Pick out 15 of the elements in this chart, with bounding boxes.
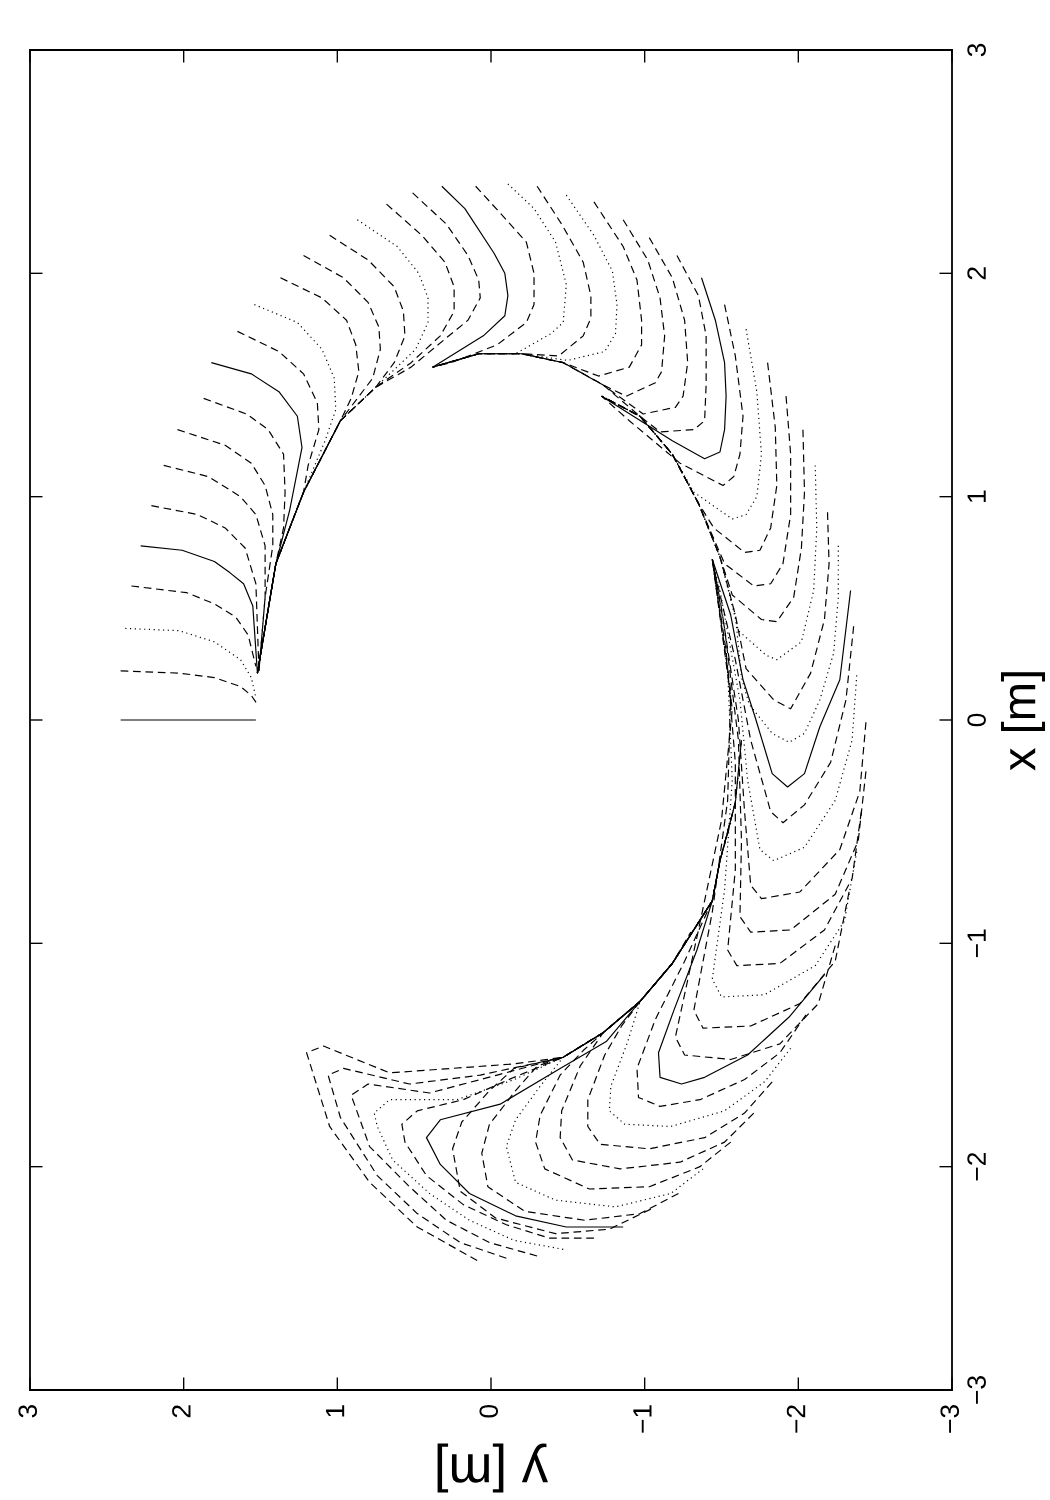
y-axis-title: x [m] (1000, 672, 1046, 771)
y-tick-label: 3 (967, 43, 986, 57)
x-axis-title: y [m] (437, 1443, 549, 1493)
x-tick-label: 1 (326, 1405, 345, 1417)
y-tick-label: −2 (967, 1152, 986, 1181)
y-tick-label: 0 (967, 713, 986, 727)
y-tick-label: 1 (967, 490, 986, 502)
y-tick-label: −1 (967, 929, 986, 958)
x-tick-label: −3 (940, 1405, 960, 1433)
x-tick-label: −1 (633, 1405, 652, 1433)
x-tick-label: 3 (18, 1405, 38, 1418)
x-tick-label: 0 (479, 1404, 499, 1418)
x-tick-label: 2 (172, 1405, 191, 1418)
x-tick-label: −2 (786, 1405, 806, 1433)
y-tick-label: 2 (967, 267, 986, 280)
